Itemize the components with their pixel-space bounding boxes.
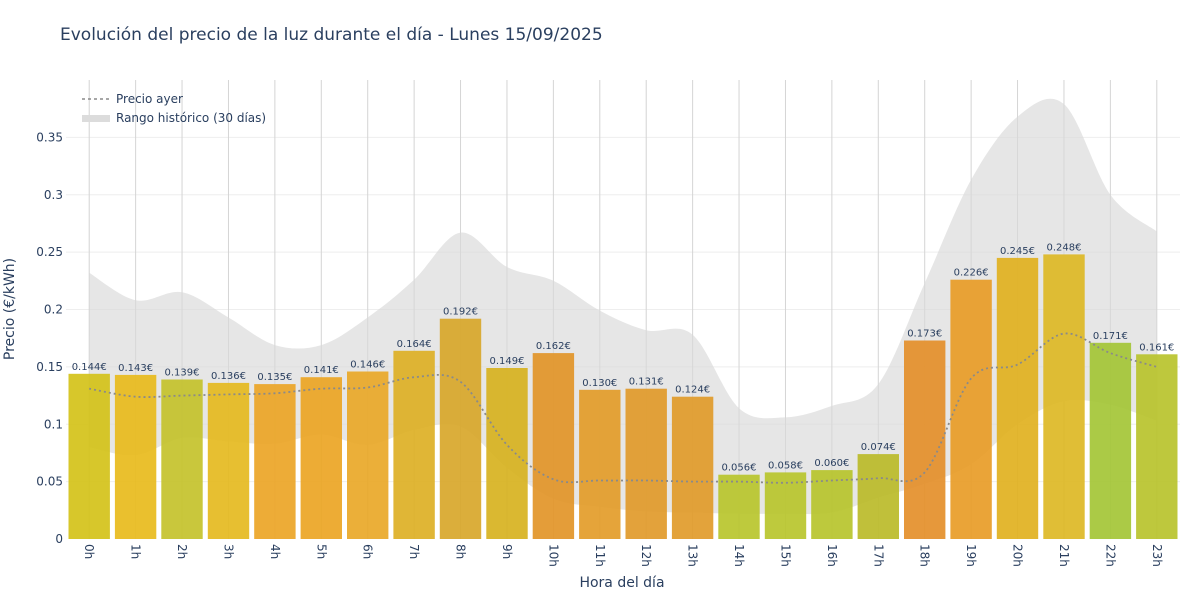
bar-value-label-8h: 0.192€: [443, 307, 478, 318]
x-tick-label-12h: 12h: [639, 544, 653, 567]
price-bar-19h: [950, 279, 992, 539]
x-tick-label-15h: 15h: [779, 544, 793, 567]
y-tick-label: 0.15: [36, 360, 63, 374]
x-tick-label-1h: 1h: [129, 544, 143, 559]
bar-value-label-11h: 0.130€: [582, 378, 617, 389]
x-tick-label-13h: 13h: [686, 544, 700, 567]
bars: [68, 254, 1178, 539]
y-tick-label: 0.1: [44, 417, 63, 431]
bar-value-label-13h: 0.124€: [675, 385, 710, 396]
x-tick-label-3h: 3h: [222, 544, 236, 559]
bar-value-label-9h: 0.149€: [490, 356, 525, 367]
price-bar-15h: [764, 472, 807, 539]
price-bar-11h: [579, 389, 621, 539]
price-bar-9h: [486, 368, 528, 539]
price-bar-0h: [68, 373, 110, 539]
x-tick-label-20h: 20h: [1011, 544, 1025, 567]
legend-label-precio-ayer: Precio ayer: [116, 92, 183, 106]
price-bar-16h: [811, 470, 853, 539]
x-axis-title: Hora del día: [579, 575, 664, 591]
x-tick-label-8h: 8h: [454, 544, 468, 559]
price-bar-3h: [207, 382, 250, 539]
bar-value-label-15h: 0.058€: [768, 460, 803, 471]
legend: Precio ayer Rango histórico (30 días): [82, 92, 266, 125]
legend-label-rango-historico: Rango histórico (30 días): [116, 111, 266, 125]
x-tick-label-18h: 18h: [918, 544, 932, 567]
bar-value-label-14h: 0.056€: [722, 463, 757, 474]
price-bar-10h: [532, 353, 575, 539]
x-tick-label-16h: 16h: [825, 544, 839, 567]
y-tick-label: 0.3: [44, 188, 63, 202]
bar-value-label-5h: 0.141€: [304, 365, 339, 376]
yesterday-price-path: [89, 332, 1158, 484]
x-tick-label-6h: 6h: [361, 544, 375, 559]
bar-value-label-22h: 0.171€: [1093, 331, 1128, 342]
price-bar-17h: [857, 454, 899, 539]
bar-value-label-19h: 0.226€: [954, 268, 989, 279]
yesterday-price-line: [89, 332, 1158, 484]
x-tick-label-10h: 10h: [546, 544, 560, 567]
y-tick-label: 0.25: [36, 245, 63, 259]
bar-value-label-10h: 0.162€: [536, 341, 571, 352]
y-axis: 0 0.05 0.1 0.15 0.2 0.25 0.3 0.35: [36, 130, 63, 546]
historical-range-band: [89, 98, 1157, 515]
x-tick-label-7h: 7h: [407, 544, 421, 559]
price-bar-21h: [1043, 254, 1085, 539]
bar-value-label-6h: 0.146€: [350, 360, 385, 371]
legend-swatch-rango-historico: [82, 115, 110, 122]
x-tick-label-21h: 21h: [1057, 544, 1071, 567]
x-tick-label-22h: 22h: [1103, 544, 1117, 567]
bar-value-label-12h: 0.131€: [629, 377, 664, 388]
x-tick-label-11h: 11h: [593, 544, 607, 567]
bar-value-label-21h: 0.248€: [1047, 242, 1082, 253]
price-bar-20h: [996, 257, 1039, 539]
x-tick-label-4h: 4h: [268, 544, 282, 559]
bar-value-label-2h: 0.139€: [165, 368, 200, 379]
x-tick-label-17h: 17h: [871, 544, 885, 567]
y-tick-label: 0.2: [44, 303, 63, 317]
x-tick-label-19h: 19h: [964, 544, 978, 567]
price-bar-7h: [393, 350, 435, 539]
bar-value-label-17h: 0.074€: [861, 442, 896, 453]
bar-value-label-16h: 0.060€: [814, 458, 849, 469]
x-tick-label-2h: 2h: [175, 544, 189, 559]
price-bar-4h: [254, 384, 296, 539]
price-bar-1h: [114, 374, 157, 539]
price-bar-23h: [1136, 354, 1178, 539]
bar-value-label-1h: 0.143€: [118, 363, 153, 374]
bar-value-label-3h: 0.136€: [211, 371, 246, 382]
y-tick-label: 0: [55, 532, 63, 546]
x-tick-label-9h: 9h: [500, 544, 514, 559]
price-bar-12h: [625, 388, 667, 539]
y-tick-label: 0.05: [36, 475, 63, 489]
y-tick-label: 0.35: [36, 130, 63, 144]
price-bar-22h: [1089, 342, 1132, 539]
price-bar-18h: [904, 340, 946, 539]
price-bar-13h: [671, 396, 714, 539]
bar-value-label-7h: 0.164€: [397, 339, 432, 350]
y-axis-title: Precio (€/kWh): [2, 258, 18, 360]
price-bar-6h: [347, 371, 389, 539]
price-bar-8h: [439, 318, 482, 539]
price-bar-14h: [718, 474, 760, 539]
price-bar-5h: [300, 377, 342, 539]
bar-value-label-23h: 0.161€: [1139, 342, 1174, 353]
historical-range-area: [89, 98, 1157, 515]
chart-title: Evolución del precio de la luz durante e…: [60, 25, 603, 45]
bar-value-label-4h: 0.135€: [257, 372, 292, 383]
bar-value-label-20h: 0.245€: [1000, 246, 1035, 257]
x-tick-label-14h: 14h: [732, 544, 746, 567]
x-axis: 0h 1h 2h 3h 4h 5h 6h 7h 8h 9h 10h 11h 12h 13h 14h 15h 16…: [82, 544, 1164, 567]
bar-labels: 0.144€ 0.143€ 0.139€ 0.136€ 0.135€ 0.141€ 0.14…: [72, 242, 1175, 473]
x-tick-label-23h: 23h: [1150, 544, 1164, 567]
x-tick-label-5h: 5h: [314, 544, 328, 559]
x-tick-label-0h: 0h: [82, 544, 96, 559]
bar-value-label-0h: 0.144€: [72, 362, 107, 373]
price-bar-2h: [161, 379, 203, 539]
bar-value-label-18h: 0.173€: [907, 329, 942, 340]
